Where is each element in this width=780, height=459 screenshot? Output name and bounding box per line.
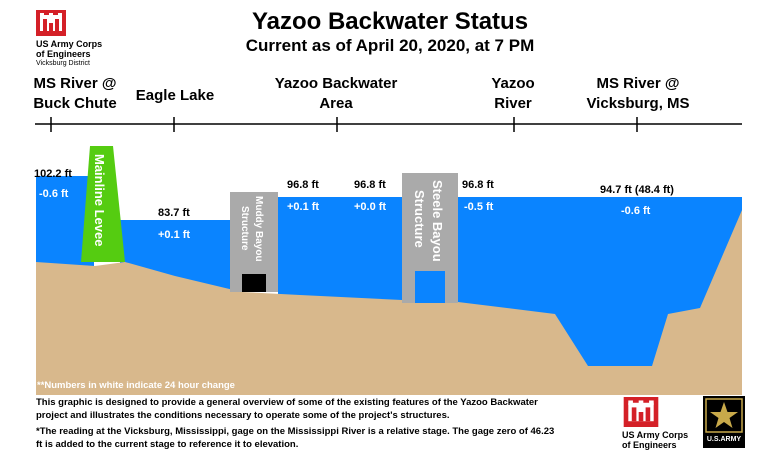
page-subtitle: Current as of April 20, 2020, at 7 PM xyxy=(245,36,535,55)
water-backwater-area xyxy=(278,197,402,307)
steele-bayou-gate xyxy=(415,271,445,303)
levee-label: Mainline Levee xyxy=(92,154,107,247)
location-line: Area xyxy=(319,95,353,112)
mainline-levee xyxy=(81,146,125,262)
location-line: Yazoo Backwater xyxy=(274,75,398,92)
change-reading: +0.1 ft xyxy=(287,201,320,213)
location-vicksburg: MS River @ Vicksburg, MS xyxy=(568,74,708,114)
location-line: Buck Chute xyxy=(33,95,117,112)
change-reading: +0.0 ft xyxy=(354,201,387,213)
muddy-bayou-label: Muddy Bayou Structure xyxy=(233,196,275,270)
stage-reading: 83.7 ft xyxy=(158,207,190,219)
steele-bayou-label: Steele Bayou Structure xyxy=(404,180,456,270)
star-icon xyxy=(705,398,743,433)
stage-reading: 96.8 ft xyxy=(287,179,319,191)
location-line: MS River @ xyxy=(33,75,117,92)
page-title: Yazoo Backwater Status xyxy=(251,8,529,35)
castle-icon xyxy=(623,397,659,427)
army-logo: U.S.ARMY xyxy=(703,396,745,448)
location-line: Yazoo xyxy=(491,75,535,92)
steele-bayou-label-line1: Steele Bayou xyxy=(430,180,445,262)
steele-bayou-label-line2: Structure xyxy=(412,190,427,248)
change-reading: -0.5 ft xyxy=(464,201,494,213)
stage-reading: 96.8 ft xyxy=(354,179,386,191)
logo-bottom-line1: US Army Corps xyxy=(622,430,689,440)
footer-gage-note: *The reading at the Vicksburg, Mississip… xyxy=(36,426,555,450)
location-line: River xyxy=(494,95,532,112)
army-logo-text: U.S.ARMY xyxy=(706,436,742,443)
white-numbers-note: **Numbers in white indicate 24 hour chan… xyxy=(37,380,235,391)
usace-logo-bottom: US Army Corps of Engineers xyxy=(622,397,704,455)
muddy-bayou-label-line1: Muddy Bayou xyxy=(253,196,264,262)
muddy-bayou-label-line2: Structure xyxy=(239,206,250,251)
location-yazoo-river: Yazoo River xyxy=(463,74,563,114)
logo-top-line2: of Engineers xyxy=(36,49,91,59)
logo-top-line1: US Army Corps xyxy=(36,39,103,49)
usace-logo-top: US Army Corps of Engineers Vicksburg Dis… xyxy=(36,10,131,70)
stage-reading: 96.8 ft xyxy=(462,179,494,191)
stage-reading: 102.2 ft xyxy=(34,168,72,180)
ground-profile xyxy=(36,210,742,395)
logo-bottom-line2: of Engineers xyxy=(622,440,677,450)
location-line: Eagle Lake xyxy=(135,87,215,104)
change-reading: -0.6 ft xyxy=(39,188,69,200)
logo-top-line3: Vicksburg District xyxy=(36,60,90,67)
stage-reading: 94.7 ft (48.4 ft) xyxy=(600,184,674,196)
change-reading: -0.6 ft xyxy=(621,205,651,217)
location-line: MS River @ xyxy=(596,75,680,92)
muddy-bayou-gate xyxy=(242,274,266,292)
location-line: Vicksburg, MS xyxy=(586,95,690,112)
location-eagle-lake: Eagle Lake xyxy=(110,86,240,106)
location-buck-chute: MS River @ Buck Chute xyxy=(10,74,140,114)
castle-icon xyxy=(36,10,66,36)
change-reading: +0.1 ft xyxy=(158,229,191,241)
location-yazoo-backwater: Yazoo Backwater Area xyxy=(256,74,416,114)
footer-overview-text: This graphic is designed to provide a ge… xyxy=(36,397,538,421)
